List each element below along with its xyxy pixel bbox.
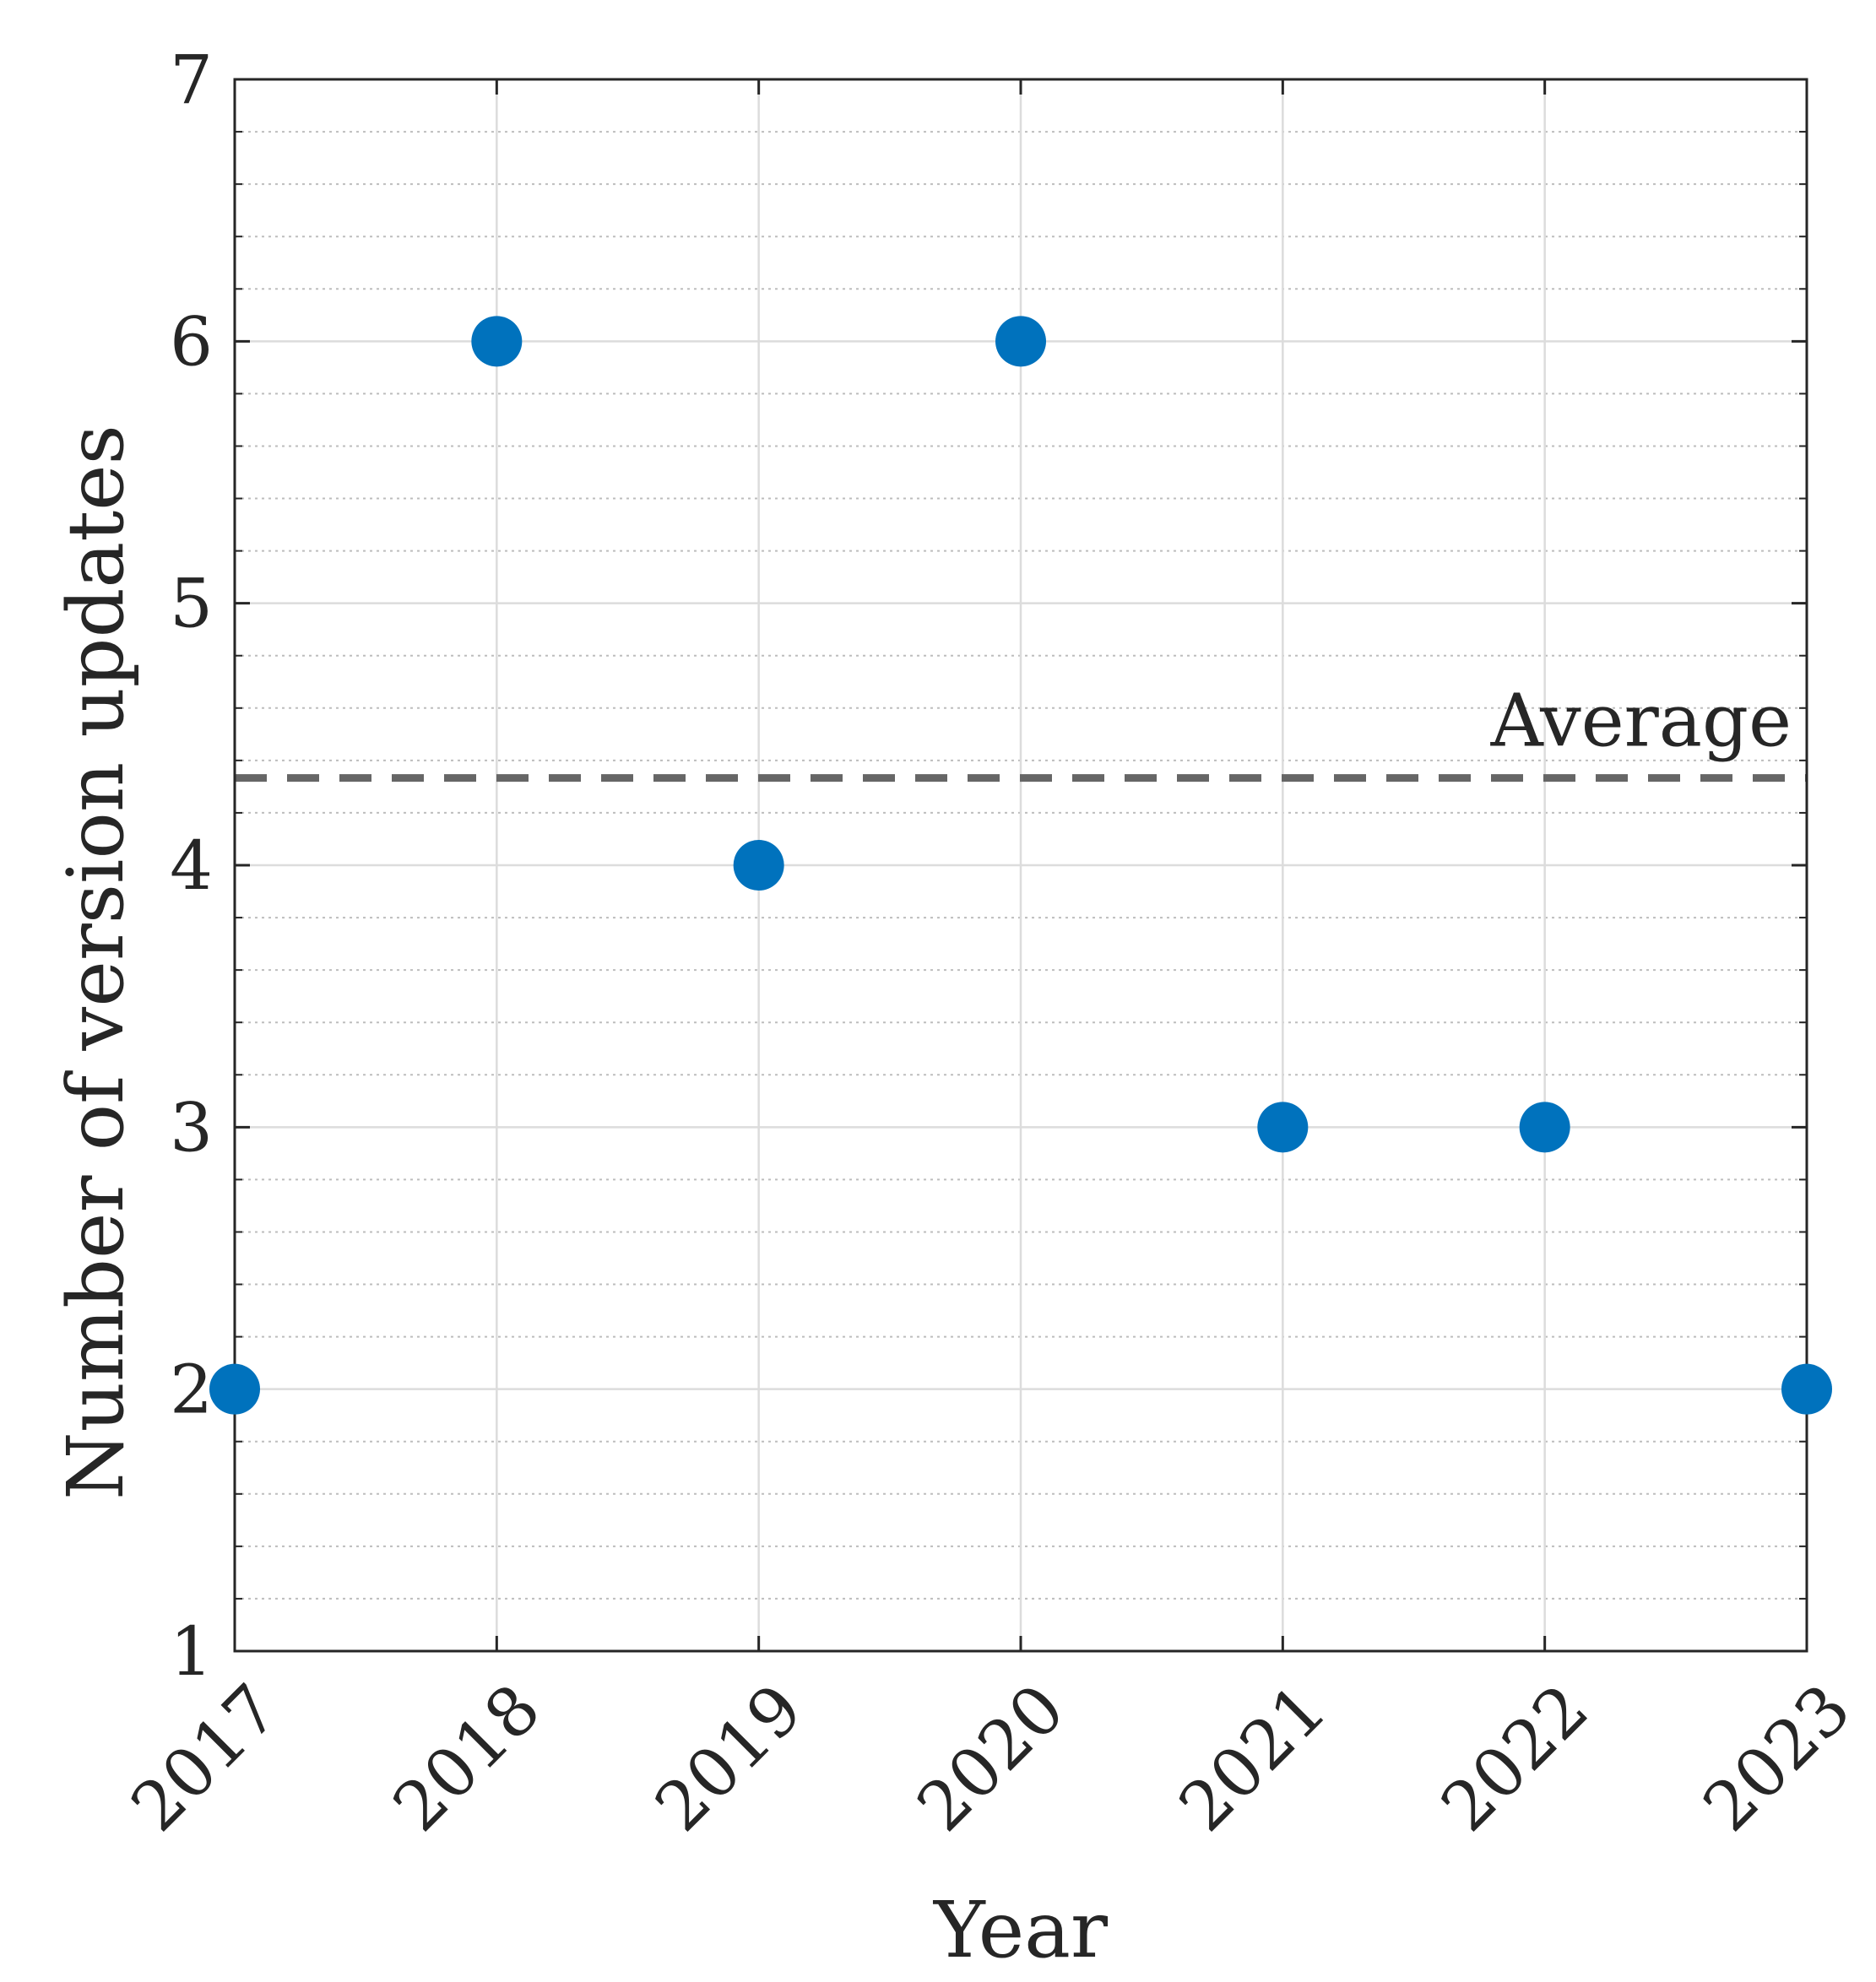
y-tick-labels: 1 2 3 4 5 6 7 [170,41,213,1691]
y-tick-label: 6 [170,302,213,381]
x-axis-title: Year [932,1885,1108,1975]
data-point-2019 [733,840,784,891]
data-point-2022 [1519,1102,1570,1153]
y-tick-label: 2 [170,1351,213,1429]
x-tick-label-2020: 2020 [903,1670,1080,1847]
data-point-2020 [995,316,1046,367]
x-tick-labels: 2017 2018 2019 2020 2021 2022 2023 [117,1670,1866,1847]
data-point-2018 [471,316,523,367]
data-point-2023 [1781,1363,1832,1415]
x-tick-label-2023: 2023 [1689,1670,1866,1847]
x-tick-label-2021: 2021 [1164,1670,1342,1847]
major-grid [233,78,1808,1653]
y-tick-label: 4 [170,826,213,905]
plot-frame [233,78,1808,1653]
data-point-2017 [209,1363,260,1415]
x-tick-label-2018: 2018 [378,1670,556,1847]
x-tick-label-2017: 2017 [117,1670,294,1847]
y-tick-label: 1 [170,1612,213,1691]
y-tick-label: 5 [170,565,213,643]
x-tick-label-2019: 2019 [640,1670,817,1847]
data-points [209,316,1832,1415]
data-point-2021 [1257,1102,1309,1153]
x-tick-label-2022: 2022 [1426,1670,1603,1847]
average-label: Average [1490,680,1792,764]
y-axis-title: Number of version updates [51,425,141,1500]
y-tick-label: 3 [170,1088,213,1167]
y-tick-label: 7 [170,41,213,119]
